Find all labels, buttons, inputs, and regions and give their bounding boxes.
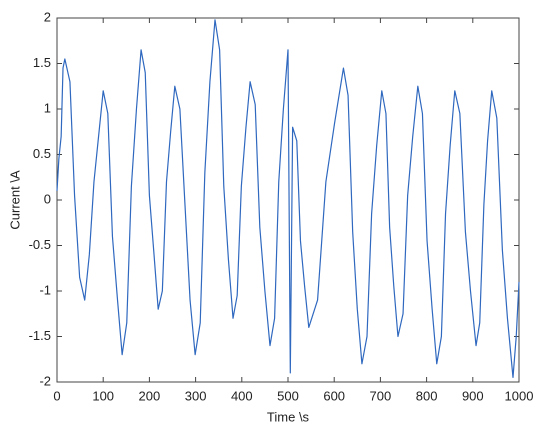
x-tick-label: 1000 <box>505 388 534 403</box>
x-tick-label: 0 <box>53 388 60 403</box>
y-tick-label: -1.5 <box>29 328 51 343</box>
y-tick-label: 0 <box>44 191 51 206</box>
x-tick-label: 300 <box>185 388 207 403</box>
y-tick-label: -2 <box>39 373 51 388</box>
x-tick-label: 800 <box>416 388 438 403</box>
y-tick-label: -0.5 <box>29 237 51 252</box>
x-axis-label: Time \s <box>267 409 310 424</box>
x-tick-label: 400 <box>231 388 253 403</box>
x-tick-label: 600 <box>323 388 345 403</box>
x-tick-label: 700 <box>370 388 392 403</box>
y-tick-label: 1.5 <box>33 55 51 70</box>
y-tick-label: -1 <box>39 282 51 297</box>
y-tick-label: 1 <box>44 100 51 115</box>
data-line <box>56 19 520 379</box>
y-axis-label: Current \A <box>7 170 22 230</box>
x-tick-label: 200 <box>139 388 161 403</box>
y-tick-label: 2 <box>44 9 51 24</box>
x-tick-label: 100 <box>92 388 114 403</box>
x-tick-label: 900 <box>462 388 484 403</box>
x-tick-label: 500 <box>277 388 299 403</box>
y-tick-label: 0.5 <box>33 146 51 161</box>
